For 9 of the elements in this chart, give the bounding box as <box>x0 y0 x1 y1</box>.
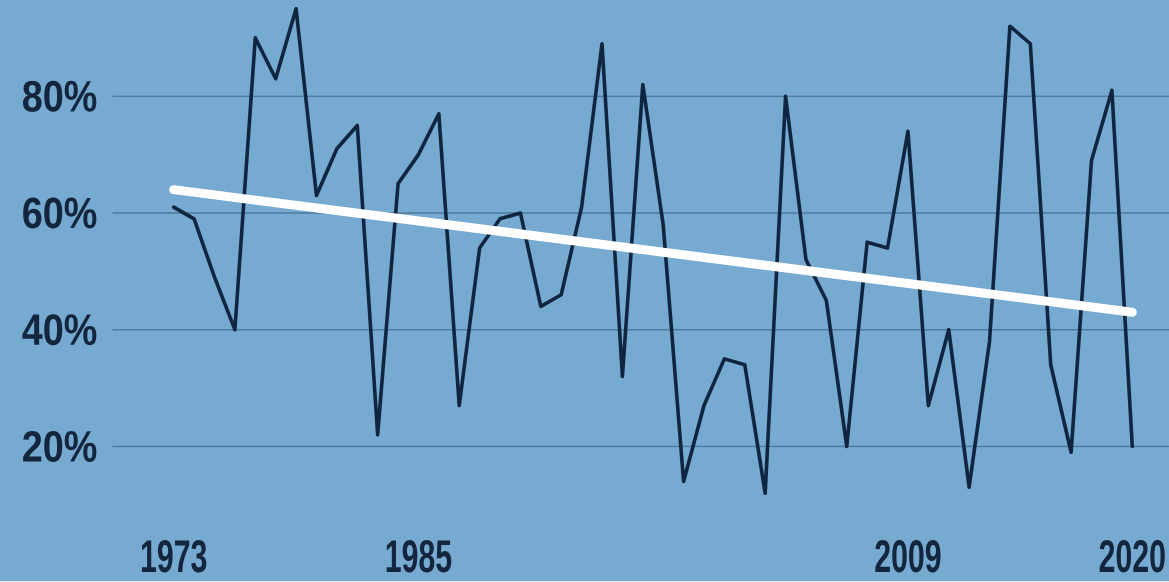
y-tick-label: 60% <box>23 197 97 229</box>
x-tick-label: 2009 <box>875 540 941 573</box>
y-tick-label: 40% <box>22 314 97 346</box>
line-series <box>171 7 1135 496</box>
y-tick-label: 20% <box>23 431 97 463</box>
x-tick-label: 2020 <box>1099 540 1165 573</box>
x-tick-label: 1985 <box>386 540 452 573</box>
y-tick-label: 80% <box>23 80 97 112</box>
x-tick-label: 1973 <box>141 540 207 573</box>
